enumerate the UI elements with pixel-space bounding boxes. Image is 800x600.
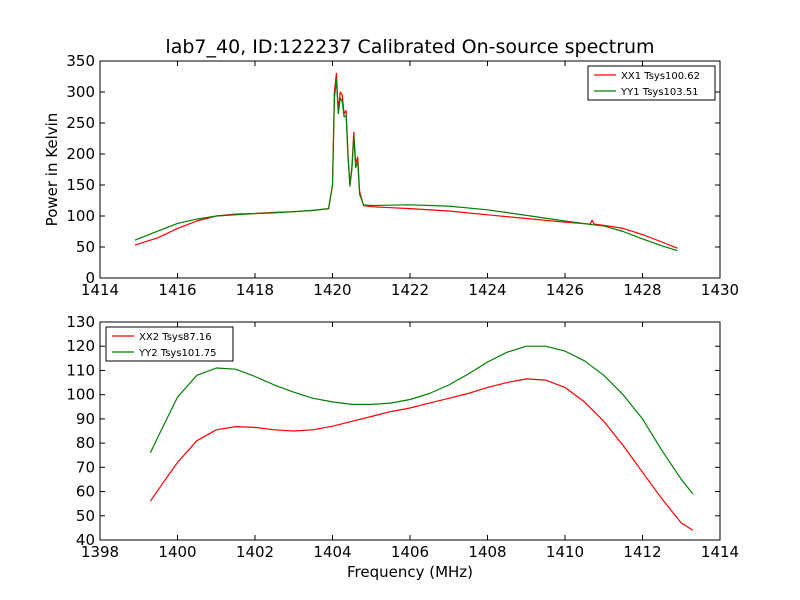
bottom-x-axis-label: Frequency (MHz): [347, 563, 473, 581]
bottom-legend-box: [105, 326, 234, 362]
y-tick-label: 130: [66, 313, 95, 331]
y-tick-label: 80: [76, 434, 95, 452]
y-tick-label: 110: [66, 361, 95, 379]
top-plot-panel: 1414 1416 1418 1420 1422 1424 1426 1428 1430 0 50 1…: [43, 52, 739, 299]
legend-label-yy1: YY1 Tsys103.51: [620, 87, 699, 98]
y-tick-label: 250: [66, 114, 95, 132]
y-tick-label: 100: [66, 207, 95, 225]
legend-label-xx2: XX2 Tsys87.16: [139, 332, 212, 343]
y-tick-label: 300: [66, 83, 95, 101]
x-tick-label: 1416: [158, 281, 196, 299]
series-line-yy1: [134, 79, 678, 252]
x-tick-label: 1422: [391, 281, 429, 299]
y-tick-label: 200: [66, 145, 95, 163]
series-line-yy2: [149, 345, 694, 495]
bottom-plot-panel: 1398 1400 1402 1404 1406 1408 1410 1412 1414 40 50…: [66, 313, 739, 581]
y-tick-label: 60: [76, 483, 95, 501]
y-tick-label: 100: [66, 386, 95, 404]
y-tick-label: 40: [76, 531, 95, 549]
x-tick-label: 1414: [701, 543, 739, 561]
top-legend[interactable]: XX1 Tsys100.62 YY1 Tsys103.51: [587, 65, 716, 101]
bottom-plot-series: [149, 345, 694, 531]
top-plot-series: [134, 72, 678, 252]
top-legend-box: [587, 65, 716, 101]
y-tick-label: 50: [76, 238, 95, 256]
x-tick-label: 1428: [623, 281, 661, 299]
x-tick-label: 1402: [236, 543, 274, 561]
y-tick-label: 50: [76, 507, 95, 525]
y-tick-label: 120: [66, 337, 95, 355]
y-tick-label: 90: [76, 410, 95, 428]
y-tick-label: 70: [76, 458, 95, 476]
x-tick-label: 1414: [81, 281, 119, 299]
x-tick-label: 1398: [81, 543, 119, 561]
y-tick-label: 350: [66, 52, 95, 70]
x-tick-label: 1420: [313, 281, 351, 299]
top-y-axis-label: Power in Kelvin: [43, 113, 61, 227]
x-tick-label: 1408: [468, 543, 506, 561]
x-tick-label: 1400: [158, 543, 196, 561]
x-tick-label: 1406: [391, 543, 429, 561]
bottom-legend[interactable]: XX2 Tsys87.16 YY2 Tsys101.75: [105, 326, 234, 362]
x-tick-label: 1430: [701, 281, 739, 299]
x-tick-label: 1412: [623, 543, 661, 561]
x-tick-label: 1424: [468, 281, 506, 299]
legend-label-xx1: XX1 Tsys100.62: [621, 71, 700, 82]
x-tick-label: 1426: [546, 281, 584, 299]
legend-label-yy2: YY2 Tsys101.75: [138, 348, 217, 359]
x-tick-label: 1404: [313, 543, 351, 561]
chart-title: lab7_40, ID:122237 Calibrated On-source …: [165, 36, 654, 58]
x-tick-label: 1418: [236, 281, 274, 299]
y-tick-label: 0: [85, 269, 95, 287]
series-line-xx2: [149, 378, 694, 531]
x-tick-label: 1410: [546, 543, 584, 561]
bottom-plot-ticks: 1398 1400 1402 1404 1406 1408 1410 1412 1414 40 50…: [66, 313, 739, 561]
y-tick-label: 150: [66, 176, 95, 194]
top-plot-ticks: 1414 1416 1418 1420 1422 1424 1426 1428 1430 0 50 1…: [66, 52, 739, 299]
